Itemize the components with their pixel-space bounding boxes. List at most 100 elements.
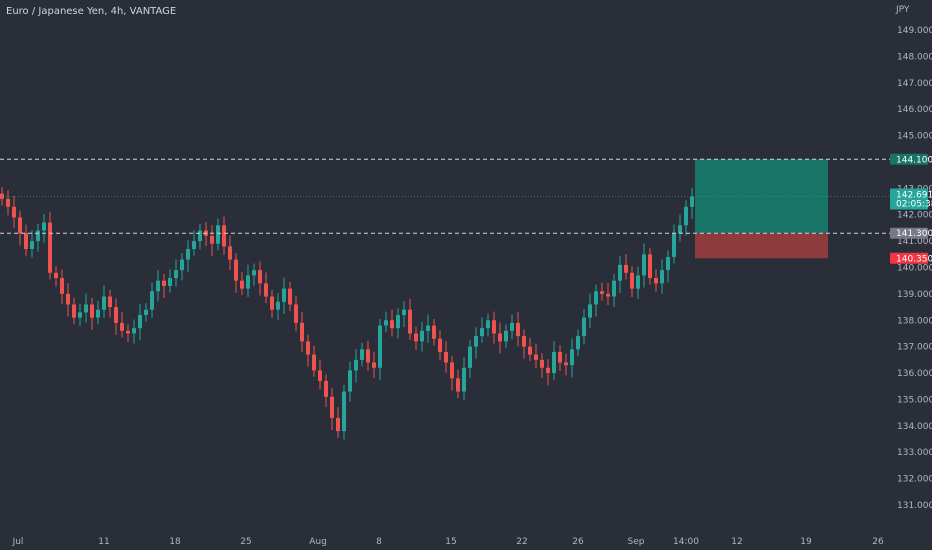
countdown-timer: 02:05:38 — [896, 199, 932, 209]
candle-body — [468, 346, 472, 368]
candle-body — [540, 359, 544, 368]
candle-body — [90, 304, 94, 318]
candle-body — [36, 230, 40, 242]
candle-body — [288, 288, 292, 305]
candle-body — [216, 225, 220, 244]
candle-body — [102, 296, 106, 310]
candle-body — [276, 301, 280, 310]
y-tick-label: 140.000 — [897, 264, 932, 274]
x-tick-label: 26 — [872, 537, 884, 547]
candle-body — [150, 291, 154, 310]
candle-body — [324, 380, 328, 397]
candle-body — [444, 351, 448, 363]
candle-body — [660, 270, 664, 284]
candle-body — [198, 230, 202, 242]
y-tick-label: 139.000 — [897, 290, 932, 300]
candle-body — [144, 309, 148, 315]
x-tick-label: 12 — [731, 537, 742, 547]
x-tick-label: 26 — [572, 537, 584, 547]
candle-body — [42, 222, 46, 231]
y-tick-label: 135.000 — [897, 395, 932, 405]
candle-body — [498, 333, 502, 342]
candle-body — [432, 325, 436, 339]
candle-body — [6, 198, 10, 207]
x-tick-label: 18 — [169, 537, 181, 547]
candle-body — [654, 278, 658, 284]
candle-body — [408, 309, 412, 334]
y-tick-label: 137.000 — [897, 343, 932, 353]
candlestick-series — [0, 187, 694, 440]
candle-body — [402, 309, 406, 315]
candle-body — [258, 270, 262, 284]
y-tick-label: 136.000 — [897, 369, 932, 379]
candle-body — [522, 336, 526, 347]
candle-body — [396, 315, 400, 329]
candle-body — [210, 235, 214, 244]
x-tick-label: 25 — [240, 537, 251, 547]
x-tick-label: Jul — [12, 537, 24, 547]
candle-body — [534, 354, 538, 360]
candle-body — [420, 330, 424, 342]
candle-body — [264, 283, 268, 297]
candle-body — [558, 351, 562, 363]
candle-body — [678, 225, 682, 234]
candle-body — [156, 280, 160, 292]
candle-body — [294, 304, 298, 323]
y-tick-label: 146.000 — [897, 105, 932, 115]
candle-body — [234, 259, 238, 281]
entry-price-tag-bg — [890, 227, 928, 239]
candle-body — [426, 325, 430, 331]
candle-body — [438, 338, 442, 352]
candle-body — [690, 196, 694, 207]
y-tick-label: 147.000 — [897, 79, 932, 89]
y-tick-label: 131.000 — [897, 501, 932, 511]
candle-body — [480, 328, 484, 337]
take-profit-tag: 144.100 — [896, 155, 932, 165]
candle-body — [450, 362, 454, 379]
candle-body — [342, 391, 346, 432]
candle-body — [54, 272, 58, 279]
candle-body — [174, 270, 178, 279]
candle-body — [348, 370, 352, 392]
candle-body — [186, 249, 190, 260]
candle-body — [504, 330, 508, 342]
candle-body — [318, 370, 322, 381]
candle-body — [366, 349, 370, 363]
candle-body — [30, 241, 34, 250]
candle-body — [282, 288, 286, 302]
candle-body — [360, 349, 364, 360]
candle-body — [588, 304, 592, 318]
candle-body — [570, 349, 574, 366]
candle-body — [84, 304, 88, 313]
horizontal-lines[interactable] — [0, 158, 890, 234]
candle-body — [606, 293, 610, 297]
candle-body — [246, 275, 250, 289]
time-axis[interactable]: Jul 11 18 25 Aug 8 15 22 26 Sep 14:00 12 19 26 — [12, 537, 884, 547]
y-tick-label: 138.000 — [897, 316, 932, 326]
candle-body — [582, 317, 586, 337]
position-zones[interactable] — [695, 159, 828, 259]
candle-body — [372, 362, 376, 368]
candle-body — [390, 320, 394, 329]
y-tick-label: 134.000 — [897, 422, 932, 432]
candle-body — [672, 233, 676, 257]
candle-body — [168, 278, 172, 286]
candle-body — [114, 307, 118, 323]
candle-body — [240, 280, 244, 289]
candle-body — [336, 417, 340, 432]
candle-body — [594, 291, 598, 305]
x-tick-label: Aug — [309, 537, 327, 547]
candle-body — [546, 367, 550, 374]
current-price-tag: 142.691 — [896, 190, 932, 200]
candle-body — [528, 346, 532, 355]
candle-body — [354, 359, 358, 371]
candle-body — [462, 367, 466, 392]
candle-body — [414, 333, 418, 342]
loss-zone[interactable] — [695, 233, 828, 259]
candle-body — [564, 362, 568, 366]
candle-body — [618, 264, 622, 281]
candle-body — [456, 378, 460, 392]
candle-body — [384, 320, 388, 326]
